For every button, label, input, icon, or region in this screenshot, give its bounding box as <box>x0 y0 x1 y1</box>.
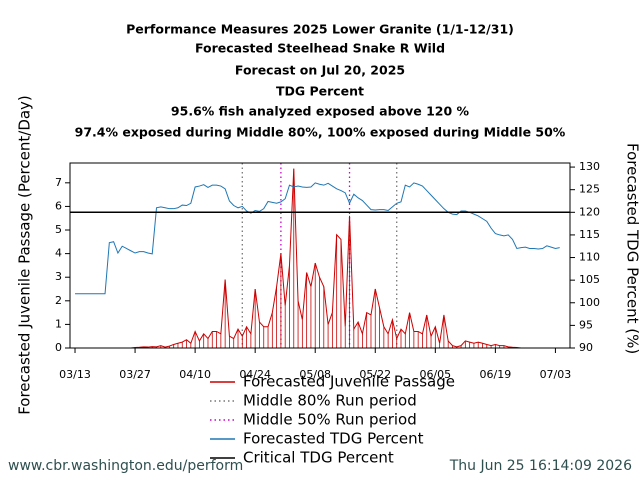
series-line <box>75 182 560 295</box>
legend-label: Forecasted Juvenile Passage <box>243 373 455 391</box>
y2-tick-label: 90 <box>579 341 593 354</box>
chart-title: Forecasted Steelhead Snake R Wild <box>195 41 445 56</box>
chart-title: 95.6% fish analyzed exposed above 120 % <box>171 104 470 119</box>
y-tick-label: 6 <box>55 199 62 212</box>
chart-title: Forecast on Jul 20, 2025 <box>235 63 405 78</box>
legend-label: Middle 80% Run period <box>243 392 417 410</box>
plot-frame <box>69 162 571 349</box>
x-tick-label: 04/24 <box>239 368 271 381</box>
y2-tick-label: 125 <box>579 183 600 196</box>
y-tick-label: 4 <box>55 247 62 260</box>
y-tick-label: 5 <box>55 223 62 236</box>
y2-tick-label: 115 <box>579 228 600 241</box>
y-axis-label: Forecasted Juvenile Passage (Percent/Day… <box>16 95 34 415</box>
chart-title: 97.4% exposed during Middle 80%, 100% ex… <box>75 125 566 140</box>
x-tick-label: 04/10 <box>179 368 211 381</box>
x-tick-label: 03/13 <box>59 368 91 381</box>
footer-left: www.cbr.washington.edu/perform <box>8 458 243 474</box>
x-tick-label: 06/19 <box>480 368 512 381</box>
y2-tick-label: 100 <box>579 296 600 309</box>
y2-tick-label: 120 <box>579 205 600 218</box>
chart-title: Performance Measures 2025 Lower Granite … <box>126 22 514 37</box>
y2-tick-label: 110 <box>579 251 600 264</box>
x-tick-label: 07/03 <box>540 368 572 381</box>
x-tick-label: 06/05 <box>419 368 451 381</box>
legend-label: Middle 50% Run period <box>243 411 417 429</box>
y-tick-label: 3 <box>55 270 62 283</box>
y-tick-label: 1 <box>55 317 62 330</box>
chart-title: TDG Percent <box>276 84 364 99</box>
legend-label: Critical TDG Percent <box>243 449 394 467</box>
x-tick-label: 05/08 <box>299 368 331 381</box>
x-tick-label: 03/27 <box>119 368 151 381</box>
y-tick-label: 2 <box>55 294 62 307</box>
y2-axis-label: Forecasted TDG Percent (%) <box>624 143 640 354</box>
series-line <box>75 168 560 349</box>
y-tick-label: 0 <box>55 341 62 354</box>
legend-label: Forecasted TDG Percent <box>243 430 424 448</box>
y2-tick-label: 105 <box>579 273 600 286</box>
footer-right: Thu Jun 25 16:14:09 2026 <box>449 458 632 474</box>
x-tick-label: 05/22 <box>359 368 391 381</box>
y-tick-label: 7 <box>55 176 62 189</box>
y2-tick-label: 130 <box>579 160 600 173</box>
y2-tick-label: 95 <box>579 318 593 331</box>
